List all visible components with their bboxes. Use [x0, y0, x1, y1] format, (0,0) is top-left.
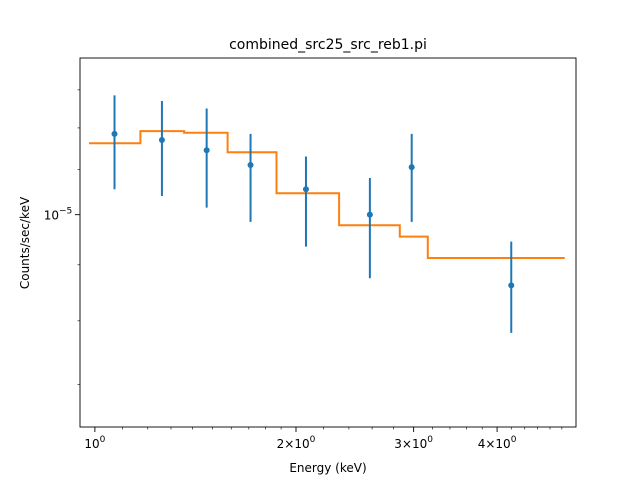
x-tick-label: 4×100 [478, 435, 517, 451]
x-axis-label: Energy (keV) [289, 461, 366, 475]
x-tick-label: 3×100 [394, 435, 433, 451]
data-point [158, 136, 165, 143]
data-point [408, 164, 415, 171]
data-point [111, 130, 118, 137]
data-point [366, 211, 373, 218]
data-point [302, 186, 309, 193]
x-tick-label: 100 [84, 435, 105, 451]
x-tick-label: 2×100 [277, 435, 316, 451]
chart-title: combined_src25_src_reb1.pi [229, 37, 427, 53]
plot-frame [79, 57, 577, 428]
data-point [247, 162, 254, 169]
y-tick-label: 10−5 [44, 207, 73, 223]
plot-area [89, 95, 565, 333]
data-point [203, 147, 210, 154]
axes: 100 2×100 3×100 4×100 10−5 [44, 89, 563, 451]
y-axis-label: Counts/sec/keV [18, 196, 32, 289]
data-point [508, 282, 515, 289]
